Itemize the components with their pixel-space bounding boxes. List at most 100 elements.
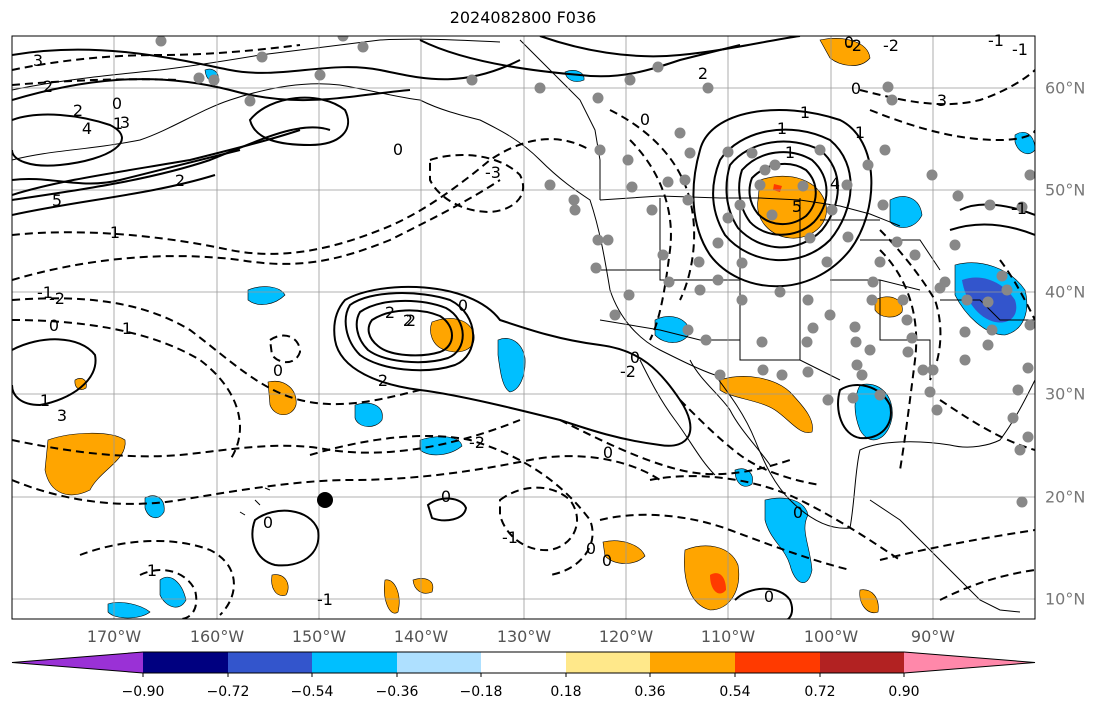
solid-contour: [12, 149, 241, 185]
station-dot: [734, 199, 746, 211]
shade-orange: [267, 380, 297, 416]
solid-contour: [692, 109, 873, 288]
station-dot: [917, 364, 929, 376]
station-dot: [1007, 412, 1019, 424]
latitude-label: 40°N: [1045, 282, 1086, 302]
station-dot: [357, 41, 369, 53]
solid-contour: [12, 78, 411, 102]
station-dot: [897, 294, 909, 306]
station-dot: [569, 204, 581, 216]
station-dot: [877, 199, 889, 211]
station-dot: [842, 231, 854, 243]
station-dot: [568, 194, 580, 206]
colorbar-tick-label: 0.90: [888, 684, 920, 700]
station-dot: [684, 147, 696, 159]
solid-contour: [248, 96, 350, 147]
shade-orange: [412, 578, 434, 594]
longitude-label: 100°W: [803, 627, 859, 646]
colorbar-tick-label: −0.54: [290, 684, 334, 700]
grid-lines: [12, 36, 1035, 619]
station-dot: [766, 209, 778, 221]
contour-label: -1: [1012, 40, 1028, 59]
station-dot: [874, 389, 886, 401]
contour-label: 2: [403, 311, 413, 330]
longitude-label: 160°W: [189, 627, 245, 646]
station-dot: [712, 237, 724, 249]
station-dot: [663, 276, 675, 288]
station-dot: [155, 36, 167, 47]
shade-orange: [859, 589, 879, 614]
dashed-contours: [12, 44, 1035, 619]
station-dot: [759, 164, 771, 176]
contour-label: 1: [40, 391, 50, 410]
dashed-contour: [12, 297, 421, 406]
solid-contour: [949, 203, 1035, 236]
solid-contour: [251, 509, 320, 567]
station-dot: [801, 336, 813, 348]
station-dot: [776, 369, 788, 381]
contour-label: 2: [73, 101, 83, 120]
contour-label: 0: [586, 539, 596, 558]
contour-label: -1: [317, 590, 333, 609]
station-dot: [769, 159, 781, 171]
contour-label: 0: [640, 110, 650, 129]
station-dot: [1024, 169, 1035, 181]
station-dot: [814, 144, 826, 156]
contour-label: 1: [110, 223, 120, 242]
station-dot: [802, 366, 814, 378]
station-dot: [982, 339, 994, 351]
longitude-label: 130°W: [496, 627, 552, 646]
station-dot: [986, 324, 998, 336]
station-dot: [592, 234, 604, 246]
station-dot: [804, 232, 816, 244]
station-dot: [982, 296, 994, 308]
contour-label: -1: [502, 528, 518, 547]
shade-blue: [144, 495, 165, 519]
station-dot: [866, 294, 878, 306]
station-dot: [797, 180, 809, 192]
station-dot: [244, 95, 256, 107]
dashed-contour: [429, 154, 525, 214]
station-dot: [714, 369, 726, 381]
colorbar-tick-label: −0.90: [121, 684, 165, 700]
station-dot: [856, 369, 868, 381]
solid-contour: [355, 300, 464, 364]
contour-label: 5: [792, 197, 802, 216]
shaded-areas: [44, 38, 1035, 619]
shade-blue: [1014, 131, 1035, 154]
solid-contour: [12, 174, 216, 216]
dashed-contour: [679, 399, 821, 486]
station-dot: [826, 204, 838, 216]
colorbar-tick-label: 0.36: [634, 684, 666, 700]
latitude-label: 50°N: [1045, 180, 1086, 200]
station-dot: [662, 176, 674, 188]
shade-orange: [271, 574, 289, 596]
solid-contour: [734, 587, 794, 619]
station-dot: [959, 326, 971, 338]
shade-red: [710, 573, 726, 594]
station-dot: [702, 82, 714, 94]
contour-label: 0: [458, 296, 468, 315]
station-dot: [544, 179, 556, 191]
station-dot: [821, 256, 833, 268]
solid-contour: [12, 338, 97, 407]
colorbar-tick-label: −0.36: [375, 684, 419, 700]
station-dot: [736, 294, 748, 306]
contour-label: 4: [82, 119, 92, 138]
contour-label: 0: [603, 443, 613, 462]
station-dot: [623, 289, 635, 301]
contour-label: 0: [793, 503, 803, 522]
solid-contour: [344, 292, 475, 372]
solid-contour: [837, 384, 892, 440]
colorbar-tick-label: −0.72: [206, 684, 250, 700]
station-dot: [722, 212, 734, 224]
solid-contour: [333, 285, 692, 447]
station-dot: [590, 262, 602, 274]
contour-label: 0: [764, 587, 774, 606]
station-dot: [849, 321, 861, 333]
dashed-contour: [268, 334, 302, 364]
longitude-label: 150°W: [291, 627, 347, 646]
contour-label: 2: [43, 77, 53, 96]
station-dot: [862, 159, 874, 171]
